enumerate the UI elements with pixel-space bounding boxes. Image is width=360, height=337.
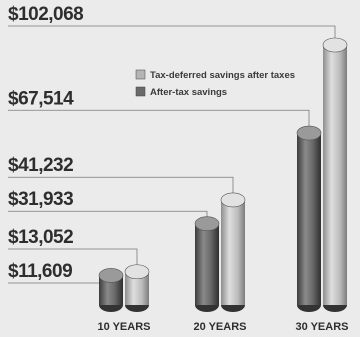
bar-layer <box>98 37 348 312</box>
value-label-layer: $102,068 $67,514 $41,232 $31,933 $13,052 $11,… <box>8 4 84 282</box>
bar-0-0 <box>98 268 124 312</box>
leader-line-1-0 <box>8 210 208 217</box>
value-label-1-1: $41,232 <box>8 155 73 176</box>
leader-line-0-1 <box>8 248 138 265</box>
legend-entry-0: After-tax savings <box>150 87 227 98</box>
leader-line-1-1 <box>8 176 234 193</box>
leader-line-2-0 <box>8 109 310 127</box>
category-label-2: 30 YEARS <box>296 321 349 333</box>
legend: Tax-deferred savings after taxes After-ta… <box>135 69 295 98</box>
bar-1-0 <box>194 216 220 312</box>
legend-swatch-1 <box>135 69 146 80</box>
legend-entry-1: Tax-deferred savings after taxes <box>150 70 295 81</box>
value-label-0-1: $13,052 <box>8 227 73 248</box>
value-label-1-0: $31,933 <box>8 189 73 210</box>
value-label-2-1: $102,068 <box>8 4 83 25</box>
category-label-0: 10 YEARS <box>98 321 151 333</box>
bar-2-1 <box>322 37 348 312</box>
bar-2-0 <box>296 125 322 312</box>
leader-line-2-1 <box>8 25 336 38</box>
bar-0-1 <box>124 264 150 312</box>
value-label-0-0: $11,609 <box>8 261 72 282</box>
category-label-1: 20 YEARS <box>194 321 247 333</box>
legend-swatch-0 <box>135 86 146 97</box>
category-label-layer: 10 YEARS 20 YEARS 30 YEARS <box>98 321 349 333</box>
value-label-2-0: $67,514 <box>8 88 74 109</box>
bar-1-1 <box>220 192 246 312</box>
